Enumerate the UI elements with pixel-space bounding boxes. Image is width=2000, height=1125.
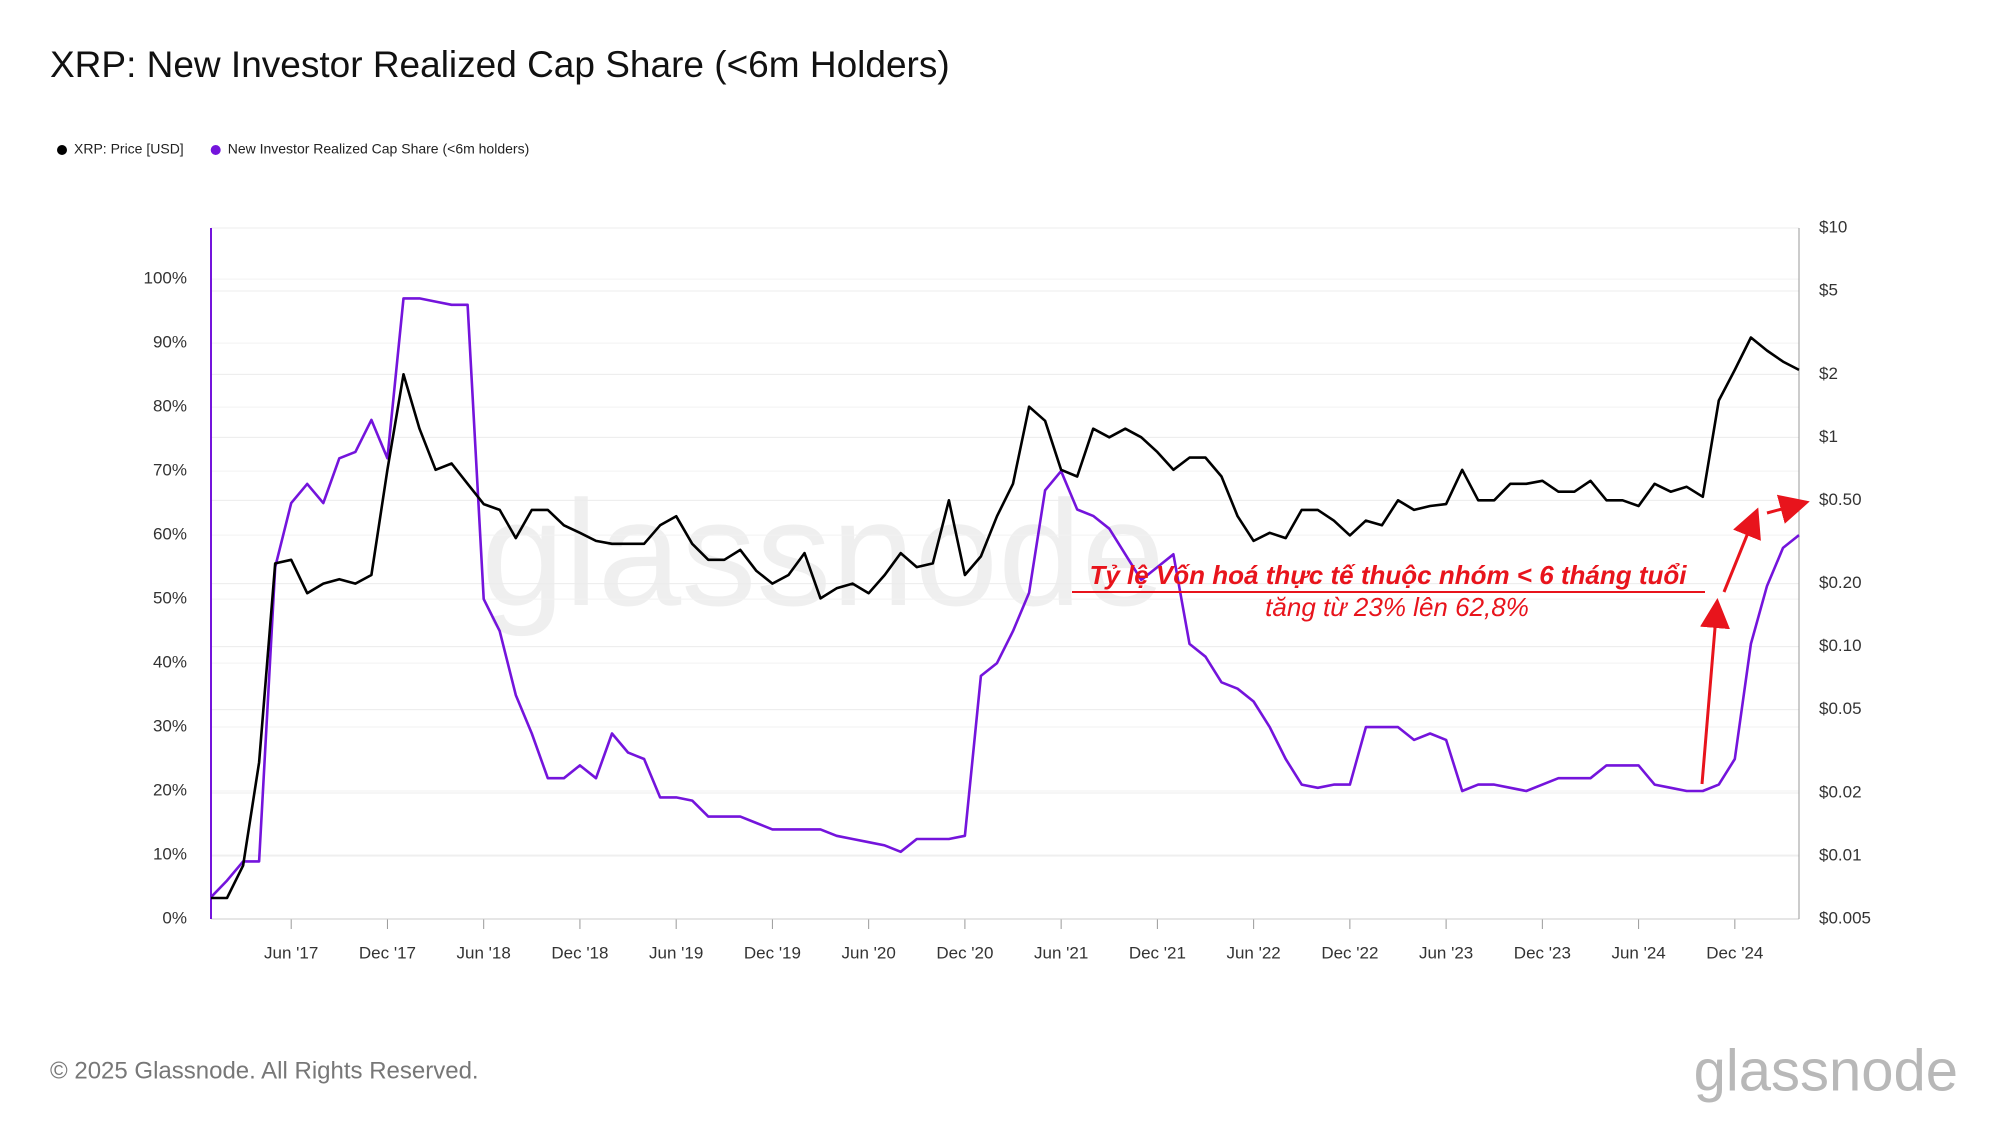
- x-tick-label: Dec '21: [1129, 943, 1186, 962]
- y-tick-label: 50%: [153, 589, 187, 608]
- y2-tick-label: $0.01: [1819, 845, 1862, 864]
- x-tick-label: Dec '17: [359, 943, 416, 962]
- y-tick-label: 30%: [153, 717, 187, 736]
- y2-tick-label: $0.20: [1819, 573, 1862, 592]
- legend-label: New Investor Realized Cap Share (<6m hol…: [228, 141, 530, 157]
- y-tick-label: 90%: [153, 333, 187, 352]
- y2-tick-label: $0.10: [1819, 636, 1862, 655]
- x-tick-label: Jun '17: [264, 943, 318, 962]
- y-tick-label: 70%: [153, 461, 187, 480]
- y-tick-label: 20%: [153, 781, 187, 800]
- x-tick-label: Dec '22: [1321, 943, 1378, 962]
- y2-tick-label: $0.05: [1819, 699, 1862, 718]
- x-tick-label: Jun '20: [842, 943, 896, 962]
- y2-tick-label: $10: [1819, 217, 1847, 236]
- y2-tick-label: $0.02: [1819, 782, 1862, 801]
- y-tick-label: 0%: [162, 908, 187, 927]
- legend: XRP: Price [USD] New Investor Realized Ca…: [57, 141, 529, 157]
- y-tick-label: 40%: [153, 653, 187, 672]
- series-line: [211, 336, 1800, 900]
- x-tick-label: Jun '23: [1419, 943, 1473, 962]
- arrow: [1700, 598, 1730, 785]
- x-tick-label: Dec '18: [551, 943, 608, 962]
- annotation: tăng từ 23% lên 62,8%: [1265, 592, 1529, 622]
- y2-tick-label: $2: [1819, 364, 1838, 383]
- x-tick-label: Jun '19: [649, 943, 703, 962]
- y2-tick-label: $0.005: [1819, 908, 1871, 927]
- y-tick-label: 60%: [153, 525, 187, 544]
- x-tick-label: Dec '19: [744, 943, 801, 962]
- arrow: [1722, 507, 1761, 593]
- x-tick-label: Jun '22: [1226, 943, 1280, 962]
- y-tick-label: 100%: [144, 269, 187, 288]
- legend-marker: [210, 145, 221, 155]
- x-tick-label: Dec '24: [1706, 943, 1763, 962]
- y-tick-label: 80%: [153, 397, 187, 416]
- chart-title: XRP: New Investor Realized Cap Share (<6…: [50, 44, 950, 85]
- x-tick-label: Jun '24: [1611, 943, 1665, 962]
- annotation: Tỷ lệ Vốn hoá thực tế thuộc nhóm < 6 thá…: [1089, 560, 1687, 590]
- series-line: [210, 297, 1800, 899]
- x-tick-label: Jun '21: [1034, 943, 1088, 962]
- logo: glassnode: [1694, 1038, 1958, 1103]
- y2-tick-label: $1: [1819, 427, 1838, 446]
- y-tick-label: 10%: [153, 845, 187, 864]
- legend-marker: [57, 145, 67, 155]
- footer: © 2025 Glassnode. All Rights Reserved.: [50, 1057, 479, 1084]
- y2-tick-label: $0.50: [1819, 490, 1862, 509]
- legend-label: XRP: Price [USD]: [74, 141, 184, 157]
- x-tick-label: Dec '20: [936, 943, 993, 962]
- watermark: glassnode: [481, 469, 1165, 637]
- arrow: [1766, 494, 1810, 524]
- y2-tick-label: $5: [1819, 280, 1838, 299]
- x-tick-label: Jun '18: [457, 943, 511, 962]
- x-tick-label: Dec '23: [1514, 943, 1571, 962]
